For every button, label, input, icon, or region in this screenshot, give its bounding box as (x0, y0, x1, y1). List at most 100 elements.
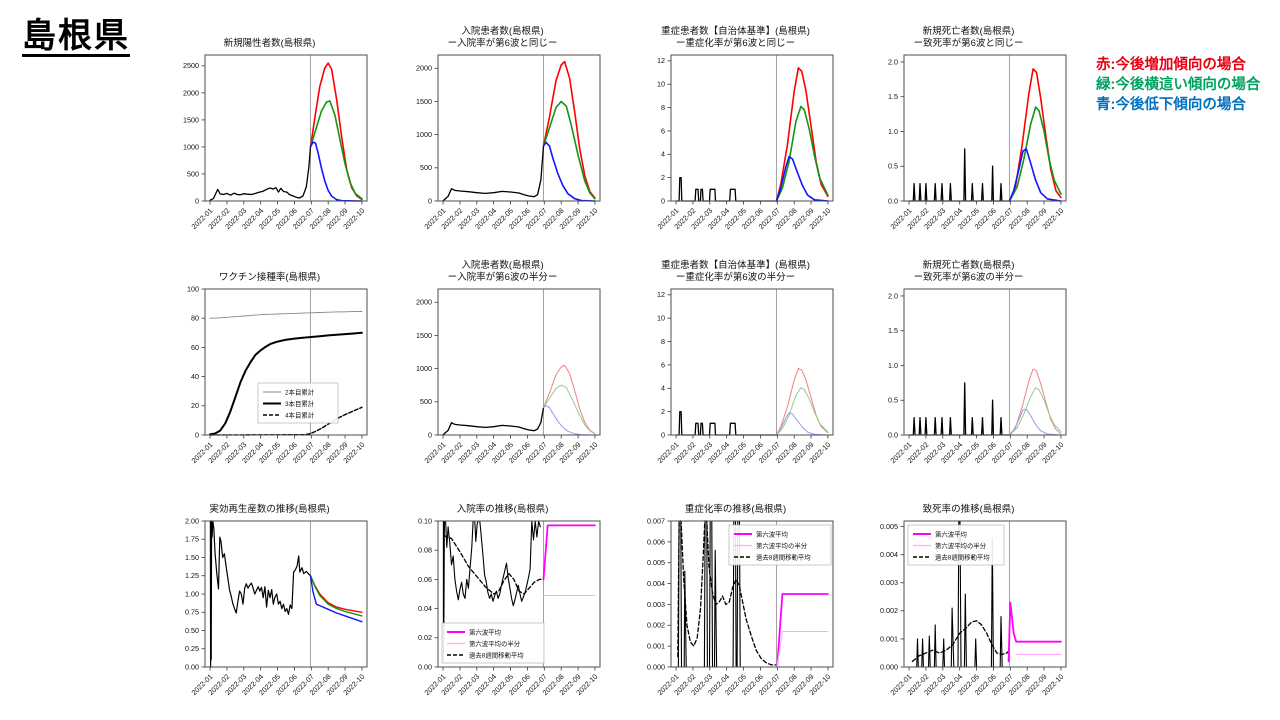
chart-title-line: ワクチン接種率(島根県) (218, 271, 321, 283)
y-tick-label: 0.005 (880, 522, 898, 531)
y-tick-label: 2.00 (185, 516, 199, 525)
chart-title-line: 新規死亡者数(島根県) (922, 26, 1015, 37)
series-dose2-cumulative (209, 311, 363, 319)
y-tick-label: 100 (187, 284, 199, 293)
y-tick-label: 0.005 (647, 558, 665, 567)
y-tick-label: 2000 (416, 298, 432, 307)
plot-new-positive-cases: 050010001500200025002022-012022-022022-0… (183, 54, 368, 231)
chart-title-line: 重症化率の推移(島根県) (684, 503, 787, 515)
chart-severe-half-rate: 重症患者数【自治体基準】(島根県) ー重症化率が第6波の半分ー 0 2 4 6 8 10 12 2… (619, 253, 852, 479)
legend-entry-label: 4本目累計 (285, 410, 315, 419)
y-tick-label: 0.000 (647, 662, 665, 671)
series-scenario-decline (1008, 148, 1062, 202)
y-tick-label: 1000 (416, 130, 432, 139)
chart-title-line: 重症患者数【自治体基準】(島根県) (661, 260, 810, 271)
chart-title-line: 重症患者数【自治体基準】(島根県) (661, 26, 810, 37)
y-tick-label: 1500 (416, 331, 432, 340)
y-tick-label: 0.000 (880, 662, 898, 671)
y-tick-label: 0 (661, 196, 665, 205)
page-title: 島根県 (22, 17, 130, 55)
chart-deaths-half-rate: 新規死亡者数(島根県) ー致死率が第6波の半分ー 0.0 0.5 1.0 1.5 2.0 20… (852, 253, 1085, 479)
y-tick-label: 0.75 (185, 608, 199, 617)
chart-title-line: ー入院率が第6波の半分ー (447, 271, 558, 283)
chart-title-severe-wave6-rate: 重症患者数【自治体基準】(島根県) ー重症化率が第6波と同じー (619, 19, 852, 49)
series-scenario-increase-half (543, 364, 596, 434)
y-tick-label: 10 (657, 314, 665, 323)
y-tick-label: 0.002 (880, 606, 898, 615)
chart-title-new-positive-cases: 新規陽性者数(島根県) (153, 19, 386, 49)
legend-entry-label: 第六波平均 (469, 627, 501, 636)
y-tick-label: 0.0 (888, 196, 898, 205)
corner-legend-label-flat: 緑:今後横這い傾向の場合 (1096, 77, 1261, 93)
chart-new-positive-cases: 新規陽性者数(島根県) 0 500 1000 1500 2000 2500 2022-01 20… (153, 19, 386, 245)
plot-vaccination-rate: 0204060801002022-012022-022022-032022-04… (187, 284, 368, 465)
series-observed (675, 176, 778, 202)
plot-frame (204, 54, 368, 202)
legend-entry-label: 過去8週間移動平均 (935, 552, 990, 561)
legend-entry-label: 第六波平均 (756, 529, 788, 538)
y-tick-label: 500 (420, 397, 432, 406)
scenario-color-legend: 赤:今後増加傾向の場合 緑:今後横這い傾向の場合 青:今後低下傾向の場合 (1096, 55, 1278, 115)
y-tick-label: 4 (661, 150, 665, 159)
y-tick-label: 2.0 (888, 291, 898, 300)
series-scenario-flat (309, 575, 363, 617)
legend-entry-label: 第六波平均 (935, 529, 967, 538)
y-tick-label: 2.0 (888, 57, 898, 66)
y-tick-label: 0 (428, 196, 432, 205)
y-tick-label: 0 (428, 430, 432, 439)
y-tick-label: 0.00 (185, 662, 199, 671)
series-wave6-average (542, 524, 596, 581)
series-scenario-decline-half (776, 412, 829, 436)
chart-title-line: ー入院率が第6波と同じー (447, 37, 558, 49)
series-scenario-increase (1008, 68, 1062, 202)
plot-hospitalization-rate-trend: 0.000.020.040.060.080.102022-012022-0220… (418, 516, 601, 697)
series-wave6-average (1007, 601, 1062, 663)
chart-title-line: 新規陽性者数(島根県) (223, 37, 316, 49)
series-scenario-flat-half (543, 384, 596, 435)
y-tick-label: 0 (195, 196, 199, 205)
chart-title-line: 致死率の推移(島根県) (922, 503, 1015, 515)
series-scenario-increase-half (1009, 368, 1062, 436)
y-tick-label: 10 (657, 80, 665, 89)
y-tick-label: 2000 (183, 88, 199, 97)
legend-entry-label: 第六波平均の半分 (469, 639, 521, 648)
plot-frame (903, 288, 1067, 436)
y-tick-label: 0.50 (185, 626, 199, 635)
y-tick-label: 8 (661, 103, 665, 112)
y-tick-label: 0 (195, 430, 199, 439)
y-tick-label: 0.5 (888, 396, 898, 405)
series-scenario-flat (1008, 106, 1062, 202)
chart-vaccination-rate: ワクチン接種率(島根県) 0 20 40 60 80 100 2022-01 2022-02 20… (153, 253, 386, 479)
series-scenario-decline (309, 141, 363, 202)
legend-entry-label: 3本目累計 (285, 399, 315, 408)
corner-legend-item-0: 赤:今後増加傾向の場合 (1096, 55, 1278, 75)
chart-title-line: 入院率の推移(島根県) (456, 503, 549, 515)
y-tick-label: 6 (661, 360, 665, 369)
series-observed (908, 382, 1011, 436)
chart-severity-rate-trend: 重症化率の推移(島根県) 0.000 0.001 0.002 0.003 0.004 0.0… (619, 485, 852, 711)
series-wave6-average (776, 593, 829, 666)
series-scenario-decline (775, 155, 829, 202)
y-tick-label: 0.002 (647, 621, 665, 630)
y-tick-label: 40 (191, 372, 199, 381)
y-tick-label: 0.003 (647, 600, 665, 609)
chart-title-line: ー重症化率が第6波の半分ー (675, 271, 796, 283)
y-tick-label: 0.004 (647, 579, 665, 588)
series-scenario-increase (542, 60, 596, 199)
series-8week-moving-average (443, 534, 545, 595)
plot-frame (437, 288, 601, 436)
legend-entry-label: 第六波平均の半分 (935, 541, 987, 550)
series-observed (442, 145, 545, 202)
plot-effective-reproduction-number: 0.000.250.500.751.001.251.501.752.002022… (185, 516, 368, 697)
series-8week-moving-average (911, 620, 1011, 663)
legend-entry-label: 過去8週間移動平均 (756, 552, 811, 561)
chart-title-fatality-rate-trend: 致死率の推移(島根県) (852, 485, 1085, 515)
series-weekly-rate (909, 520, 1010, 668)
y-tick-label: 6 (661, 126, 665, 135)
series-scenario-flat-half (776, 387, 829, 436)
chart-hospitalized-half-rate: 入院患者数(島根県) ー入院率が第6波の半分ー 0 500 1000 1500 2000 20… (386, 253, 619, 479)
y-tick-label: 0.5 (888, 162, 898, 171)
plot-deaths-half-rate: 0.00.51.01.52.02022-012022-022022-032022… (888, 288, 1067, 465)
y-tick-label: 2 (661, 173, 665, 182)
